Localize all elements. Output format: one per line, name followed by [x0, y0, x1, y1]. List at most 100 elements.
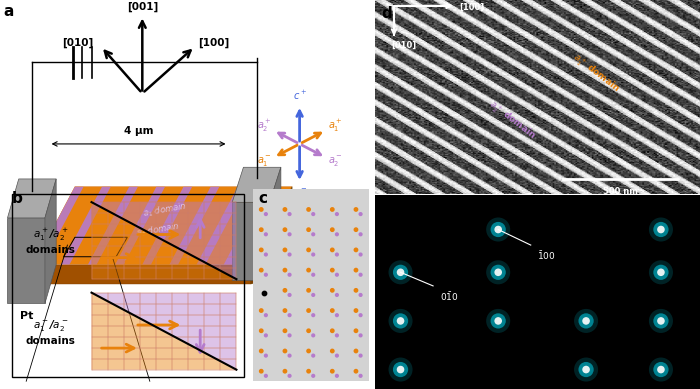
Point	[256, 206, 267, 212]
Point	[655, 226, 666, 233]
Point	[351, 348, 362, 354]
Point	[331, 312, 342, 318]
Text: $c^+$: $c^+$	[293, 89, 307, 102]
Text: $\bar{1}$00: $\bar{1}$00	[538, 249, 556, 262]
Polygon shape	[197, 187, 246, 265]
Point	[655, 269, 666, 275]
Text: Pt: Pt	[20, 311, 33, 321]
Text: $a_1^-$/$a_2^-$: $a_1^-$/$a_2^-$	[33, 318, 68, 333]
Text: c: c	[258, 191, 267, 206]
Point	[284, 272, 295, 278]
Text: $a_1^-$: $a_1^-$	[257, 154, 272, 168]
Polygon shape	[232, 167, 281, 202]
Polygon shape	[45, 179, 56, 303]
Point	[260, 332, 272, 338]
Point	[284, 373, 295, 379]
Point	[493, 226, 504, 233]
Point	[303, 368, 314, 374]
Point	[260, 231, 272, 237]
Point	[279, 348, 290, 354]
Point	[284, 352, 295, 359]
Text: [001]: [001]	[127, 2, 158, 12]
Polygon shape	[92, 202, 237, 279]
Text: $a_1^+$ domain: $a_1^+$ domain	[569, 51, 622, 97]
Point	[307, 352, 318, 359]
Point	[395, 366, 406, 373]
Point	[260, 352, 272, 359]
Point	[260, 312, 272, 318]
Point	[260, 251, 272, 258]
Point	[307, 211, 318, 217]
Point	[327, 328, 338, 334]
Point	[655, 366, 666, 373]
Point	[279, 226, 290, 233]
Point	[655, 269, 666, 275]
Text: 500 nm: 500 nm	[603, 187, 638, 196]
Point	[655, 318, 666, 324]
Point	[260, 272, 272, 278]
Point	[355, 312, 366, 318]
Point	[260, 373, 272, 379]
Text: PMN-0.38PT: PMN-0.38PT	[256, 288, 318, 297]
Point	[303, 247, 314, 253]
Point	[331, 332, 342, 338]
Point	[279, 267, 290, 273]
Point	[331, 211, 342, 217]
Point	[307, 272, 318, 278]
Polygon shape	[224, 187, 274, 265]
Point	[307, 312, 318, 318]
Point	[493, 318, 504, 324]
Point	[307, 332, 318, 338]
Point	[493, 269, 504, 275]
Point	[256, 348, 267, 354]
Point	[327, 368, 338, 374]
Point	[580, 366, 592, 373]
Point	[256, 328, 267, 334]
Text: $a_1^+$: $a_1^+$	[328, 118, 342, 135]
Point	[303, 307, 314, 314]
Text: [100]: [100]	[459, 3, 484, 12]
Point	[493, 318, 504, 324]
Polygon shape	[88, 187, 138, 265]
Point	[284, 332, 295, 338]
Point	[258, 289, 270, 296]
Point	[351, 287, 362, 293]
Point	[331, 231, 342, 237]
Point	[580, 366, 592, 373]
Polygon shape	[92, 202, 237, 279]
Text: [100]: [100]	[199, 38, 230, 48]
Point	[279, 247, 290, 253]
Point	[655, 226, 666, 233]
Point	[655, 366, 666, 373]
Text: d: d	[381, 6, 392, 21]
Polygon shape	[34, 265, 251, 284]
Text: domains: domains	[25, 245, 76, 255]
Point	[279, 206, 290, 212]
Polygon shape	[61, 187, 111, 265]
Point	[331, 352, 342, 359]
Text: b: b	[12, 191, 22, 206]
Text: domains: domains	[25, 336, 76, 346]
Text: [010]: [010]	[391, 41, 416, 50]
Text: a: a	[4, 4, 14, 19]
Point	[279, 328, 290, 334]
Polygon shape	[34, 187, 83, 265]
Point	[655, 366, 666, 373]
Point	[395, 269, 406, 275]
Point	[284, 211, 295, 217]
Point	[256, 368, 267, 374]
Point	[279, 287, 290, 293]
Polygon shape	[34, 187, 292, 265]
Point	[580, 318, 592, 324]
Point	[493, 269, 504, 275]
Point	[351, 247, 362, 253]
Text: $a_1^+$/$a_2^+$: $a_1^+$/$a_2^+$	[33, 227, 68, 243]
Point	[580, 366, 592, 373]
Point	[303, 267, 314, 273]
Point	[307, 251, 318, 258]
Text: e: e	[381, 200, 391, 216]
Polygon shape	[232, 202, 270, 280]
Text: $a_2^+$ domain: $a_2^+$ domain	[485, 98, 538, 144]
Point	[355, 211, 366, 217]
Point	[351, 328, 362, 334]
